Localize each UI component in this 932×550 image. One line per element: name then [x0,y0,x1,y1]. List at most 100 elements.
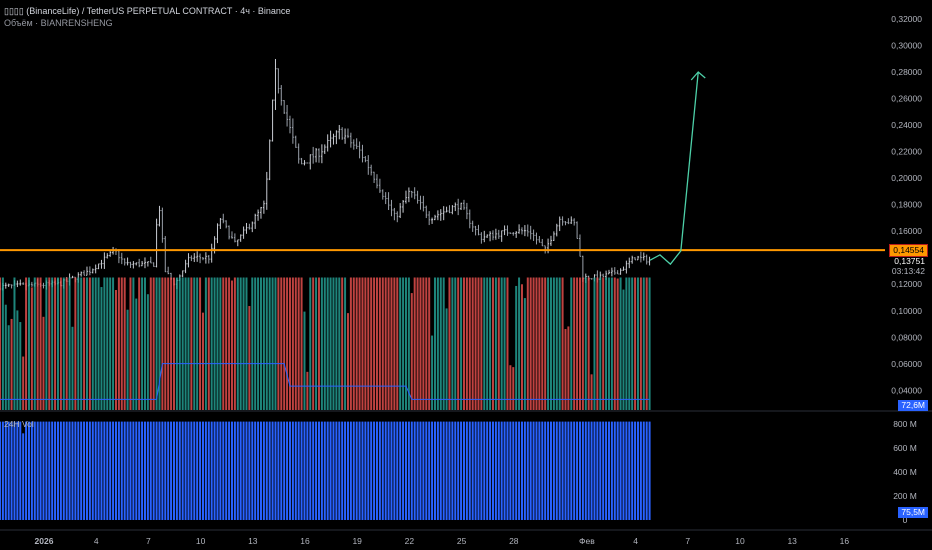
volume-bar [88,277,91,410]
volume-bar [65,277,68,410]
volume-bar [361,277,364,410]
vol24-bar [491,421,494,520]
vol24-bar [306,421,309,520]
vol24-bar [520,421,523,520]
volume-bar [233,277,236,410]
volume-bar [219,277,222,410]
volume-bar [59,277,62,410]
volume-bar [312,277,315,410]
vol24-bar [7,421,10,520]
volume-bar [607,277,610,410]
volume-bar [413,277,416,410]
volume-bar [590,374,593,410]
vol24-bar [396,421,399,520]
volume-bar [402,277,405,410]
vol24-bar [607,421,610,520]
vol24-bar [294,421,297,520]
vol24-bar [338,421,341,520]
symbol-title[interactable]: ▯▯▯▯ (BinanceLife) / TetherUS PERPETUAL … [4,6,291,16]
vol24-bar [631,421,634,520]
volume-bar [593,277,596,410]
vol24-bar [59,421,62,520]
volume-bar [100,287,103,410]
vol24-label: 24H Vol [4,419,34,429]
volume-bar [509,365,512,410]
volume-bar [576,277,579,410]
volume-bar [549,277,552,410]
volume-tick: 0,10000 [891,306,922,316]
vol24-bar [135,421,138,520]
volume-bar [370,277,373,410]
volume-bar [523,298,526,410]
vol24-bar [199,421,202,520]
vol24-bar [613,421,616,520]
vol24-bar [433,421,436,520]
vol24-bar [619,421,622,520]
time-tick: 13 [248,536,258,546]
volume-bar [210,277,213,410]
volume-bar [114,290,117,410]
vol24-bar [346,421,349,520]
volume-bar [552,277,555,410]
volume-bar [332,277,335,410]
volume-bar [636,277,639,410]
vol24-bar [265,421,268,520]
vol24-bar [526,421,529,520]
vol24-bar [625,421,628,520]
vol24-bar [636,421,639,520]
volume-bar [297,277,300,410]
vol24-bar [0,421,1,520]
vol24-bar [462,421,465,520]
volume-bar [419,277,422,410]
volume-bar [349,277,352,410]
volume-bar [117,277,120,410]
vol24-bar [419,421,422,520]
vol24-bar [639,421,642,520]
volume-bar [254,277,257,410]
vol24-bar [100,421,103,520]
volume-bar [515,285,518,410]
volume-bar [207,277,210,410]
volume-bar [274,277,277,410]
vol24-tick: 400 M [893,467,917,477]
volume-bar [518,277,521,410]
volume-bar [184,277,187,410]
vol24-bar [245,421,248,520]
volume-bar [442,277,445,410]
volume-bar [448,277,451,410]
vol24-bar [590,421,593,520]
vol24-bar [454,421,457,520]
volume-bar [619,277,622,410]
volume-bar [91,277,94,410]
volume-bar [251,277,254,410]
volume-bar [410,293,413,410]
volume-bar [355,277,358,410]
vol24-bar [610,421,613,520]
price-tick: 0,26000 [891,94,922,104]
vol24-bar [523,421,526,520]
vol24-bar [161,421,164,520]
vol24-bar [271,421,274,520]
vol24-bar [74,421,77,520]
volume-bar [317,277,320,410]
volume-bar [428,277,431,410]
volume-bar [271,277,274,410]
volume-bar [541,277,544,410]
volume-bar [7,325,10,410]
vol24-bar [538,421,541,520]
volume-bar [259,277,262,410]
volume-bar [526,277,529,410]
vol24-bar [428,421,431,520]
time-tick: 4 [94,536,99,546]
vol24-bar [500,421,503,520]
volume-indicator-title[interactable]: Объём · BIANRENSHENG [4,18,113,28]
vol24-bar [300,421,303,520]
vol24-bar [494,421,497,520]
vol24-bar [123,421,126,520]
volume-bar [642,277,645,410]
volume-bar [303,311,306,410]
vol24-bar [80,421,83,520]
vol24-bar [404,421,407,520]
vol24-bar [94,421,97,520]
